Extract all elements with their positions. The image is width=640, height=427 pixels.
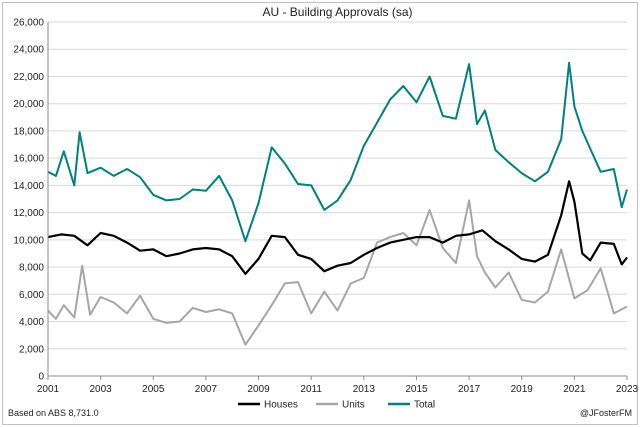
y-tick-label: 22,000 (13, 72, 44, 83)
y-tick-label: 12,000 (13, 208, 44, 219)
attribution: @JFosterFM (580, 408, 632, 418)
series-line-total (47, 61, 628, 243)
x-tick-label: 2015 (405, 384, 428, 395)
x-tick-label: 2011 (300, 384, 322, 395)
x-tick-label: 2003 (90, 384, 113, 395)
x-tick-label: 2021 (563, 384, 586, 395)
legend-label-houses: Houses (264, 400, 298, 411)
x-tick-label: 2013 (353, 384, 376, 395)
y-tick-label: 18,000 (13, 126, 44, 137)
y-tick-label: 10,000 (13, 235, 44, 246)
y-tick-label: 16,000 (13, 154, 44, 165)
x-tick-label: 2023 (616, 384, 639, 395)
legend-label-units: Units (342, 400, 365, 411)
series-line-units (47, 199, 628, 346)
axes (47, 22, 628, 380)
y-tick-label: 26,000 (13, 18, 44, 29)
x-tick-label: 2009 (247, 384, 270, 395)
legend-label-total: Total (414, 400, 435, 411)
y-tick-label: 14,000 (13, 181, 44, 192)
x-tick-label: 2007 (195, 384, 218, 395)
y-tick-label: 24,000 (13, 45, 44, 56)
y-axis-ticks: 0 2,000 4,000 6,000 8,000 10,000 12,000 14,000 1… (13, 18, 44, 383)
x-tick-label: 2005 (142, 384, 165, 395)
y-tick-label: 6,000 (19, 290, 44, 301)
x-tick-label: 2001 (37, 384, 60, 395)
x-tick-label: 2017 (458, 384, 481, 395)
legend: Houses Units Total (238, 400, 435, 411)
series-line-houses (47, 180, 628, 275)
x-axis-ticks: 2001 2003 2005 2007 2009 2011 2013 2015 2017 2019… (37, 384, 639, 395)
y-tick-label: 8,000 (19, 263, 44, 274)
source-note: Based on ABS 8,731.0 (8, 408, 99, 418)
x-tick-label: 2019 (511, 384, 534, 395)
y-tick-label: 4,000 (19, 317, 44, 328)
y-tick-label: 2,000 (19, 344, 44, 355)
y-tick-label: 0 (38, 372, 44, 383)
series-group (47, 61, 628, 346)
y-tick-label: 20,000 (13, 99, 44, 110)
chart-title: AU - Building Approvals (sa) (262, 5, 412, 19)
grid (48, 21, 627, 350)
